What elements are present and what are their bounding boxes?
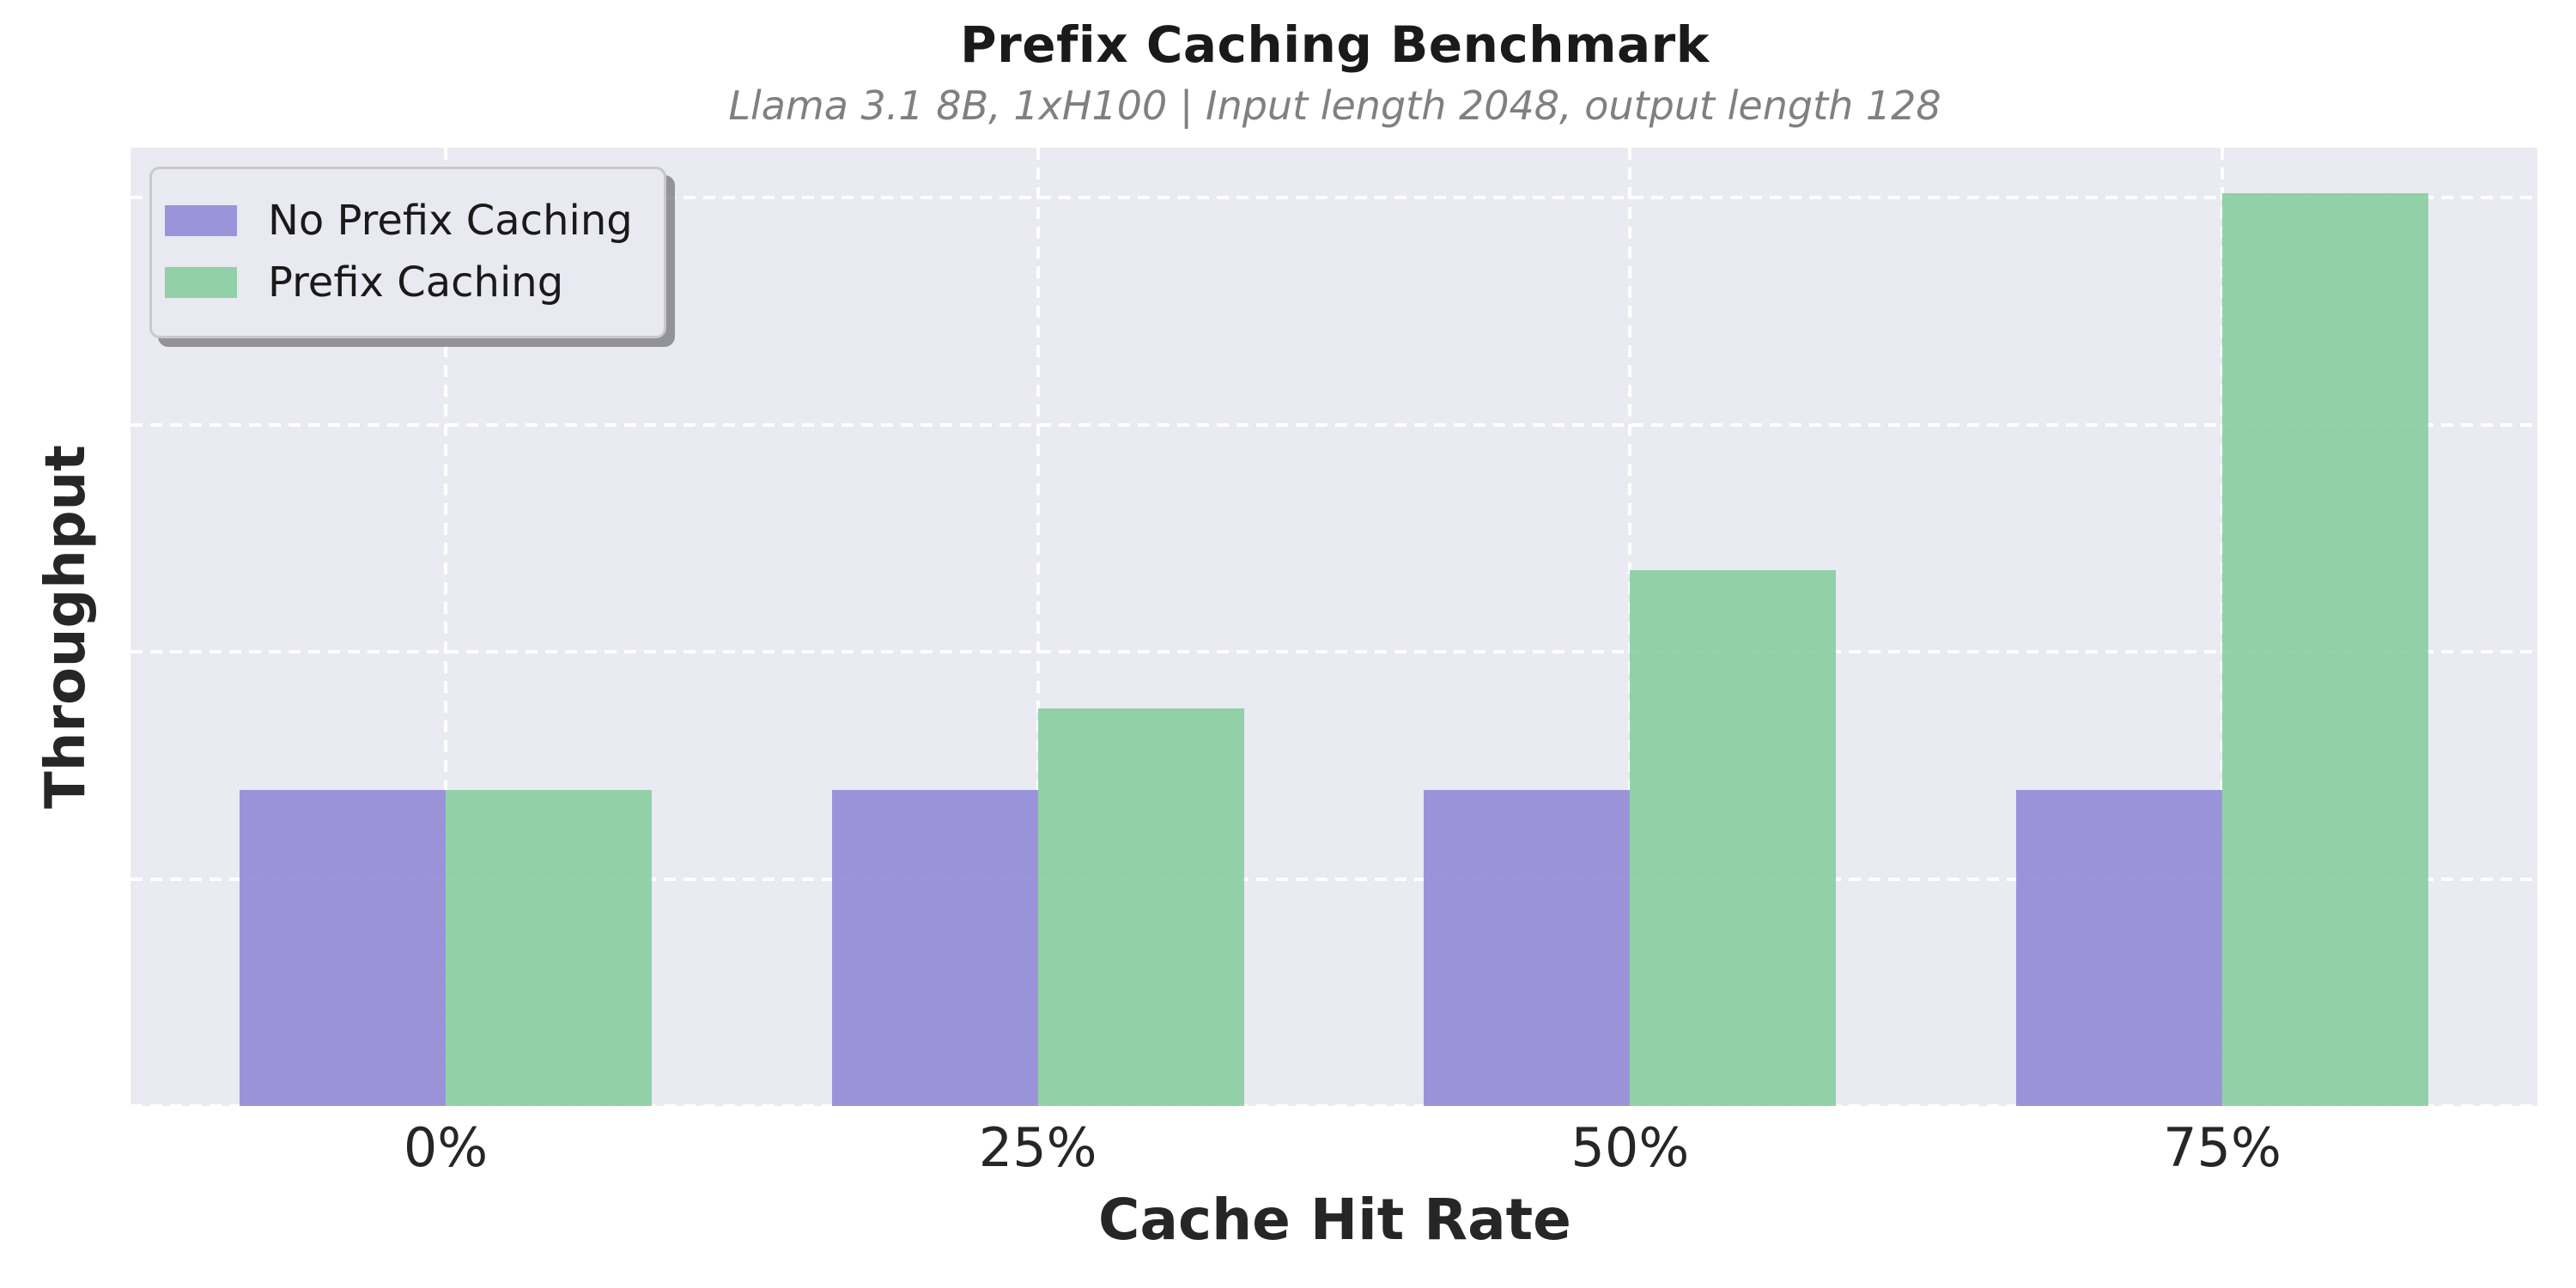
gridline-horizontal <box>131 877 2537 881</box>
gridline-horizontal <box>131 1104 2537 1108</box>
gridline-vertical <box>444 148 447 1106</box>
bar-no-prefix-caching-0% <box>240 790 446 1106</box>
chart-subtitle: Llama 3.1 8B, 1xH100 | Input length 2048… <box>728 82 1941 129</box>
bar-prefix-caching-0% <box>446 790 652 1106</box>
gridline-horizontal <box>131 422 2537 427</box>
legend-item: No Prefix Caching <box>165 193 633 248</box>
legend-label: No Prefix Caching <box>268 197 633 245</box>
x-axis-label: Cache Hit Rate <box>1098 1187 1571 1253</box>
gridline-vertical <box>1036 148 1040 1106</box>
bar-no-prefix-caching-75% <box>2016 790 2222 1106</box>
chart-title: Prefix Caching Benchmark <box>960 15 1710 74</box>
legend-swatch-no-prefix-caching <box>165 205 237 236</box>
bar-prefix-caching-75% <box>2222 192 2428 1106</box>
legend-label: Prefix Caching <box>268 258 564 307</box>
x-tick-label-25%: 25% <box>978 1116 1097 1179</box>
legend: No Prefix Caching Prefix Caching <box>149 167 666 338</box>
gridline-horizontal <box>131 196 2537 200</box>
plot-area <box>131 148 2537 1108</box>
legend-item: Prefix Caching <box>165 255 633 310</box>
gridline-horizontal <box>131 650 2537 654</box>
bar-no-prefix-caching-25% <box>831 790 1038 1106</box>
x-tick-label-0%: 0% <box>403 1116 489 1179</box>
legend-swatch-prefix-caching <box>165 267 237 298</box>
x-tick-label-50%: 50% <box>1571 1116 1690 1179</box>
bar-prefix-caching-25% <box>1037 708 1244 1106</box>
x-tick-label-75%: 75% <box>2163 1116 2281 1179</box>
bar-prefix-caching-50% <box>1630 569 1837 1106</box>
bar-no-prefix-caching-50% <box>1424 790 1631 1106</box>
y-axis-label-text: Throughput <box>34 445 98 809</box>
